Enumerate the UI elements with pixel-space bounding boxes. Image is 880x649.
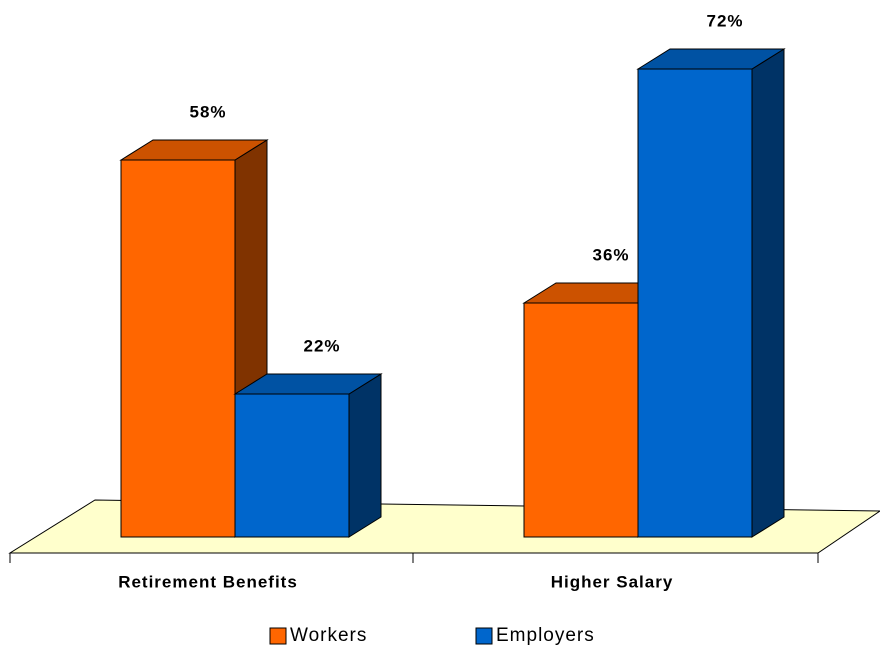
bar [636, 48, 786, 538]
data-label: 36% [592, 245, 629, 264]
bar [119, 139, 269, 538]
legend: Workers Employers [269, 625, 595, 646]
bar [233, 373, 383, 538]
bar-front [523, 302, 639, 538]
data-label: 22% [303, 336, 340, 355]
bar-front [234, 393, 350, 538]
legend-swatch [475, 627, 493, 645]
legend-label: Employers [496, 625, 595, 646]
legend-swatch [269, 627, 287, 645]
bar-side [751, 48, 785, 538]
bar-front [120, 159, 236, 538]
x-tick-label: Higher Salary [551, 572, 674, 591]
bar-side [348, 373, 382, 538]
bar-front [637, 68, 753, 538]
bars [119, 48, 786, 538]
data-label: 58% [189, 102, 226, 121]
x-tick-label: Retirement Benefits [118, 572, 298, 591]
legend-label: Workers [290, 625, 367, 646]
data-label: 72% [706, 11, 743, 30]
